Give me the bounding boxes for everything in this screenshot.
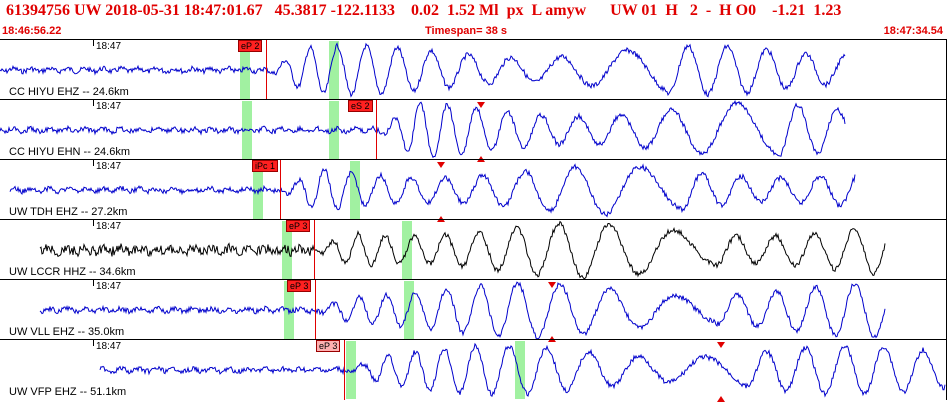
seismogram-panel: 18:47 iPc 1 UW TDH EHZ -- 27.2km: [0, 159, 947, 222]
phase-pick-line: [344, 340, 345, 400]
waveform-trace: [39, 220, 886, 280]
phase-pick-line: [376, 100, 377, 160]
green-phase-marker: [329, 41, 339, 99]
phase-pick-label[interactable]: eS 2: [348, 100, 373, 112]
station-channel-label: UW TDH EHZ -- 27.2km: [9, 206, 128, 218]
waveform: [39, 220, 886, 280]
time-tick: [93, 220, 94, 226]
panel-time-label: 18:47: [96, 281, 122, 292]
waveform: [39, 281, 886, 340]
amplitude-max-marker: [437, 162, 445, 168]
panel-time-label: 18:47: [96, 341, 122, 352]
time-tick: [93, 340, 94, 346]
panel-time-label: 18:47: [96, 221, 122, 232]
panel-time-label: 18:47: [96, 41, 122, 52]
waveform: [99, 342, 946, 398]
timespan: Timespan= 38 s: [425, 25, 508, 37]
phase-pick-label[interactable]: eP 3: [286, 220, 311, 232]
green-phase-marker: [350, 161, 360, 219]
phase-pick-label[interactable]: eP 3: [316, 340, 341, 352]
station-channel-label: UW VFP EHZ -- 51.1km: [9, 386, 127, 398]
station-channel-label: CC HIYU EHN -- 24.6km: [9, 146, 131, 158]
waveform: [0, 42, 846, 98]
time-tick: [93, 160, 94, 166]
panel-time-label: 18:47: [96, 161, 122, 172]
phase-pick-label[interactable]: iPc 1: [252, 160, 279, 172]
green-phase-marker: [515, 341, 525, 399]
station-channel-label: CC HIYU EHZ -- 24.6km: [9, 86, 129, 98]
green-phase-marker: [240, 41, 250, 99]
station-channel-label: UW VLL EHZ -- 35.0km: [9, 326, 125, 338]
green-phase-marker: [253, 161, 263, 219]
amplitude-min-marker: [717, 396, 725, 402]
seismogram-panel: 18:47 eP 3 UW LCCR HHZ -- 34.6km: [0, 219, 947, 280]
seismogram-panel: 18:47 eS 2 CC HIYU EHN -- 24.6km: [0, 99, 947, 162]
panel-time-label: 18:47: [96, 101, 122, 112]
phase-pick-line: [266, 40, 267, 100]
time-tick: [93, 100, 94, 106]
waveform: [0, 100, 846, 159]
amplitude-max-marker: [717, 342, 725, 348]
green-phase-marker: [284, 281, 294, 339]
green-phase-marker: [404, 281, 414, 339]
phase-pick-label[interactable]: eP 2: [238, 40, 263, 52]
phase-pick-line: [315, 280, 316, 340]
event-header: 61394756 UW 2018-05-31 18:47:01.67 45.38…: [0, 0, 947, 24]
seismogram-panel: 18:47 eP 3 UW VLL EHZ -- 35.0km: [0, 279, 947, 342]
green-phase-marker: [329, 101, 339, 159]
event-summary: 61394756 UW 2018-05-31 18:47:01.67 45.38…: [6, 2, 842, 19]
seismogram-panel: 18:47 eP 3 UW VFP EHZ -- 51.1km: [0, 339, 947, 402]
amplitude-max-marker: [548, 282, 556, 288]
station-channel-label: UW LCCR HHZ -- 34.6km: [9, 266, 136, 278]
end-time: 18:47:34.54: [883, 25, 943, 37]
waveform-trace: [39, 281, 886, 340]
waveform-trace: [0, 100, 846, 159]
waveform-trace: [0, 42, 846, 98]
phase-pick-label[interactable]: eP 3: [287, 280, 312, 292]
time-tick: [93, 40, 94, 46]
green-phase-marker: [346, 341, 356, 399]
time-tick: [93, 280, 94, 286]
amplitude-max-marker: [477, 102, 485, 108]
start-time: 18:46:56.22: [2, 25, 62, 37]
phase-pick-line: [280, 160, 281, 220]
phase-pick-line: [314, 220, 315, 280]
waveform-trace: [99, 342, 946, 398]
seismogram-panel: 18:47 eP 2 CC HIYU EHZ -- 24.6km: [0, 39, 947, 100]
waveform-trace: [9, 163, 856, 218]
waveform: [9, 163, 856, 218]
seismogram-panels: 18:47 eP 2 CC HIYU EHZ -- 24.6km 18:47 eS 2 C…: [0, 39, 947, 402]
